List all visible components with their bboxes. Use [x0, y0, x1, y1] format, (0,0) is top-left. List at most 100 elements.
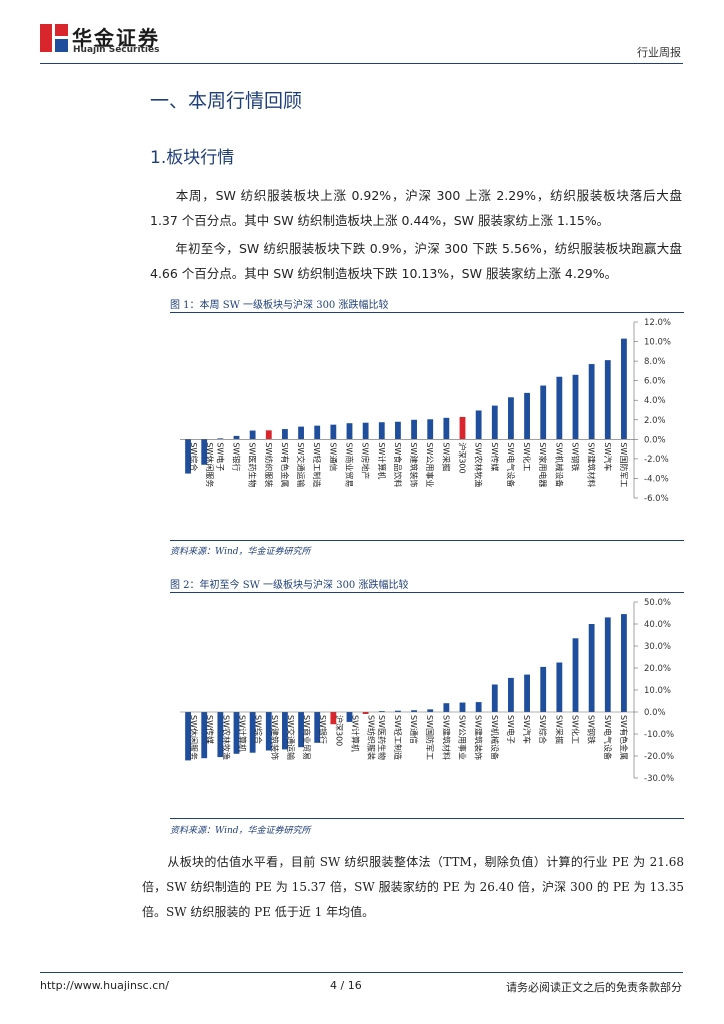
y-tick-label: 10.0% [644, 686, 671, 696]
category-label: SW建筑材料 [587, 442, 597, 487]
category-label: SW医药生物 [248, 442, 258, 487]
y-tick-label: 20.0% [644, 664, 671, 674]
footer-website-link[interactable]: http://www.huajinsc.cn/ [40, 979, 169, 992]
bar [265, 712, 272, 751]
category-label: SW房地产 [361, 442, 371, 479]
category-label: SW银行 [318, 715, 328, 744]
category-label: SW国防军工 [619, 442, 629, 487]
bar [201, 712, 208, 759]
subsection-title: 1.板块行情 [150, 148, 235, 168]
bar [395, 421, 401, 440]
category-label: SW商业贸易 [302, 715, 312, 760]
category-label: SW计算机 [351, 715, 361, 752]
category-label: SW公用事业 [425, 442, 435, 487]
y-tick-label: 6.0% [644, 377, 666, 387]
y-tick-label: -10.0% [644, 730, 674, 740]
category-label: SW电子 [506, 715, 516, 744]
category-label: SW采掘 [441, 442, 451, 471]
figure-1-source: 资料来源：Wind，华金证券研究所 [170, 547, 311, 557]
bar [378, 422, 385, 440]
y-tick-label: -20.0% [644, 752, 674, 762]
category-label: SW机械设备 [554, 442, 564, 487]
logo-chinese-name: 华金证券 [72, 26, 160, 50]
bar [556, 376, 563, 440]
category-label: SW轻工制造 [312, 442, 322, 487]
bar [588, 364, 595, 440]
figure-2-source: 资料来源：Wind，华金证券研究所 [170, 826, 311, 836]
category-label: SW化工 [522, 442, 532, 471]
bar [524, 392, 530, 440]
category-label: SW钢铁 [571, 442, 581, 471]
bar [395, 710, 401, 712]
y-tick-label: 0.0% [644, 708, 666, 718]
figure-2-top-rule [170, 592, 684, 593]
category-label: SW计算机 [238, 715, 248, 752]
category-label: SW家用电器 [538, 442, 548, 487]
bar [443, 703, 450, 712]
bar [572, 638, 579, 712]
bar [233, 712, 240, 754]
category-label: SW综合 [254, 715, 264, 744]
bar [411, 419, 417, 440]
y-tick-label: 8.0% [644, 357, 666, 367]
category-label: 沪深300 [334, 715, 344, 746]
bar [556, 662, 563, 712]
bar [249, 430, 256, 440]
figure-1-top-rule [170, 312, 684, 313]
category-label: SW医药生物 [377, 715, 387, 760]
bar [330, 712, 337, 725]
category-label: SW休闲服务 [189, 715, 199, 760]
category-label: SW计算机 [377, 442, 387, 479]
paragraph-ytd-performance: 年初至今，SW 纺织服装板块下跌 0.9%，沪深 300 下跌 5.56%，纺织… [150, 241, 682, 281]
bar [346, 712, 353, 722]
category-label: SW钢铁 [587, 715, 597, 744]
y-tick-label: 10.0% [644, 338, 671, 348]
bar [185, 712, 191, 761]
figure-1-title: 图 1：本周 SW 一级板块与沪深 300 涨跌幅比较 [170, 300, 389, 311]
category-label: SW传媒 [490, 442, 500, 471]
y-tick-label: 0.0% [644, 435, 666, 445]
category-label: SW通信 [328, 442, 338, 471]
company-logo-icon [40, 24, 68, 52]
category-label: SW纺织服装 [264, 442, 274, 487]
category-label: SW汽车 [603, 442, 613, 471]
paragraph-weekly-performance: 本周，SW 纺织服装板块上涨 0.92%，沪深 300 上涨 2.29%，纺织服… [150, 188, 682, 228]
bar [475, 702, 482, 712]
bar [314, 712, 321, 743]
category-label: SW建筑装饰 [409, 442, 419, 487]
bar [217, 712, 224, 758]
page-number: 4 / 16 [330, 979, 362, 992]
bar [443, 417, 450, 440]
bar [572, 374, 579, 440]
bar [185, 439, 191, 474]
header-divider [40, 63, 683, 64]
bar [621, 338, 627, 440]
bar [604, 617, 611, 712]
bar [588, 624, 595, 712]
category-label: SW休闲服务 [205, 442, 215, 487]
category-label: SW建筑装饰 [270, 715, 280, 760]
bar [427, 419, 434, 440]
bar [524, 674, 530, 712]
bar [362, 422, 369, 440]
y-tick-label: 12.0% [644, 318, 671, 328]
category-label: SW机械设备 [490, 715, 500, 760]
category-label: SW有色金属 [619, 715, 629, 760]
weekly-change-bar-chart: 12.0% 10.0% 8.0% 6.0% 4.0% 2.0% 0.0% -2.0% -4.0%… [180, 318, 671, 504]
bar [604, 360, 611, 440]
category-label: SW采掘 [554, 715, 564, 744]
bar [217, 438, 224, 440]
category-label: SW有色金属 [280, 442, 290, 487]
bar [508, 397, 514, 440]
logo-english-name: Huajin Securities [73, 45, 160, 55]
figure-1-bottom-rule [170, 540, 684, 541]
category-label: SW国防军工 [425, 715, 435, 760]
category-label: SW纺织服装 [367, 715, 377, 760]
y-tick-label: -6.0% [644, 494, 669, 504]
category-label: SW汽车 [522, 715, 532, 744]
bar [459, 702, 466, 712]
bar [298, 426, 304, 440]
category-label: SW商业贸易 [345, 442, 355, 487]
footer-divider [40, 972, 683, 973]
bar [201, 439, 208, 465]
